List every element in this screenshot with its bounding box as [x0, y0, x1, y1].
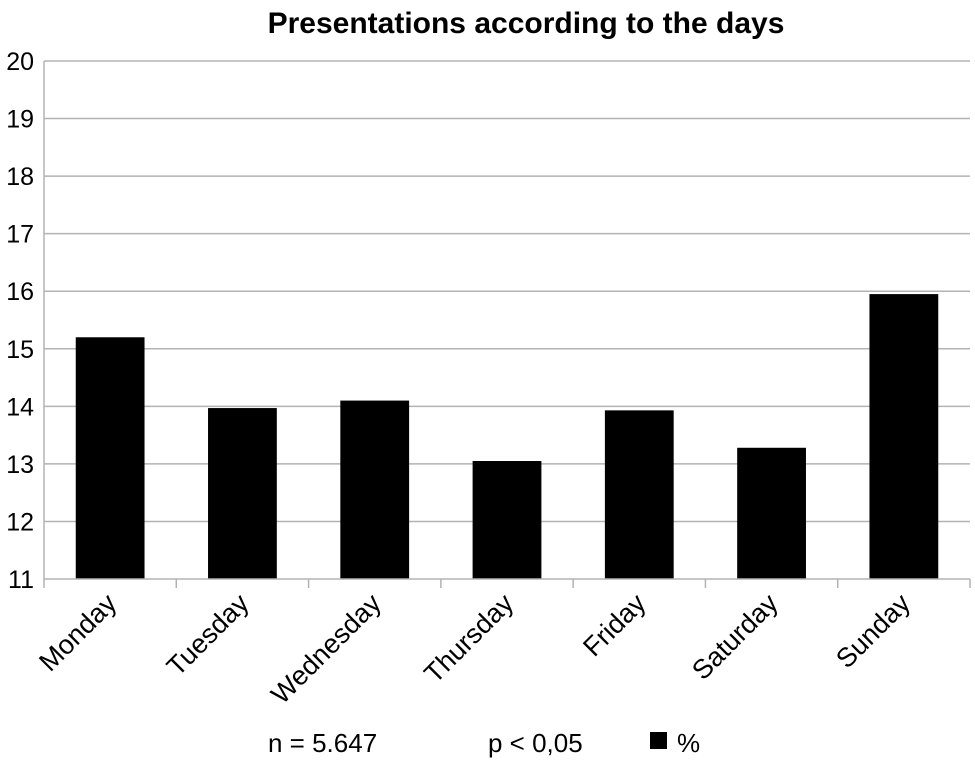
x-tick-label-monday: Monday — [33, 588, 122, 677]
bars — [75, 294, 939, 579]
x-axis-labels: Monday Tuesday Wednesday Thursday Friday Satu… — [33, 588, 916, 710]
y-axis-ticks: 11 12 13 14 15 16 17 18 19 20 — [6, 48, 34, 594]
y-tick-label: 15 — [6, 336, 34, 364]
bar-thursday — [472, 461, 542, 579]
x-tick-label-sunday: Sunday — [830, 588, 916, 674]
y-tick-label: 20 — [6, 48, 34, 76]
annotation-n: n = 5.647 — [268, 728, 377, 758]
y-tick-label: 19 — [6, 106, 34, 134]
y-tick-label: 17 — [6, 221, 34, 249]
bar-tuesday — [208, 408, 277, 579]
y-tick-label: 11 — [8, 566, 34, 594]
footer: n = 5.647 p < 0,05 % — [268, 728, 700, 758]
y-tick-label: 18 — [6, 163, 34, 191]
y-tick-label: 13 — [6, 451, 34, 479]
x-tick-label-friday: Friday — [577, 588, 652, 663]
axes — [43, 61, 971, 588]
chart-title: Presentations according to the days — [268, 7, 785, 40]
bar-sunday — [869, 294, 939, 579]
x-tick-label-tuesday: Tuesday — [161, 588, 255, 682]
bar-wednesday — [340, 400, 410, 579]
x-tick-label-wednesday: Wednesday — [265, 588, 387, 710]
y-tick-label: 12 — [6, 508, 34, 536]
x-tick-label-saturday: Saturday — [686, 588, 784, 686]
annotation-p: p < 0,05 — [488, 728, 583, 758]
legend-swatch — [650, 732, 667, 749]
bar-friday — [604, 410, 674, 579]
y-tick-label: 16 — [6, 278, 34, 306]
legend-label: % — [677, 728, 700, 758]
bar-monday — [75, 337, 145, 579]
bar-saturday — [737, 447, 806, 579]
gridlines — [44, 60, 970, 523]
y-tick-label: 14 — [6, 393, 34, 421]
x-tick-label-thursday: Thursday — [418, 588, 519, 689]
